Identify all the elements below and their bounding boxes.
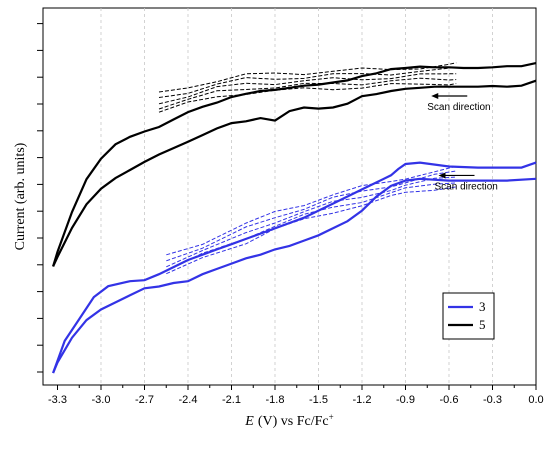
x-axis-title-sup: + (329, 412, 334, 422)
x-tick-label: -3.0 (92, 394, 111, 406)
x-tick-label: -1.2 (353, 394, 372, 406)
series-line-5 (52, 79, 537, 267)
x-tick-label: -1.8 (266, 394, 285, 406)
y-ticks (37, 23, 43, 373)
series-line-3-dashed (166, 170, 457, 262)
legend-label-5: 5 (479, 317, 486, 332)
series-line-3-dashed (166, 176, 457, 268)
series-line-5 (52, 62, 537, 267)
x-tick-label: -0.9 (396, 394, 415, 406)
series-line-5-dashed (158, 62, 457, 93)
series-line-5-dashed (158, 67, 457, 98)
x-ticks: -3.3 -3.0 -2.7 -2.4 -2.1 -1.8 -1.5 -1.2 -0.9 -0.6… (48, 385, 544, 406)
x-tick-label: -2.7 (135, 394, 154, 406)
scan-direction-arrow-head (431, 93, 439, 100)
x-axis-title: E (V) vs Fc/Fc+ (244, 412, 333, 429)
x-axis-title-main: (V) vs Fc/Fc (258, 414, 329, 429)
x-tick-label: -0.6 (440, 394, 459, 406)
x-tick-label: -2.4 (179, 394, 198, 406)
series-line-3-dashed (166, 186, 457, 275)
grid-lines (100, 8, 493, 385)
series-line-5-dashed (158, 77, 457, 110)
x-tick-label: 0.0 (528, 394, 543, 406)
legend: 35 (442, 292, 495, 340)
plot-frame (42, 7, 537, 386)
x-tick-label: -3.3 (48, 394, 67, 406)
x-axis-title-italic: E (244, 414, 254, 429)
y-axis-title: Current (arb. units) (13, 142, 28, 250)
scan-direction-label: Scan direction (427, 102, 490, 113)
legend-label-3: 3 (479, 299, 486, 314)
series-line-3-dashed (166, 165, 457, 256)
legend-box (442, 292, 495, 340)
series-line-3-dashed (166, 182, 457, 272)
series-layer (52, 62, 537, 374)
series-line-3 (52, 161, 537, 374)
annotations: Scan direction Scan direction (427, 93, 498, 192)
scan-direction-label: Scan direction (435, 181, 498, 192)
x-tick-label: -2.1 (222, 394, 241, 406)
scan-direction-arrow-head (438, 172, 446, 179)
series-line-5-dashed (158, 73, 457, 105)
series-line-5-dashed (158, 83, 457, 113)
series-line-3 (52, 177, 537, 374)
x-tick-label: -1.5 (309, 394, 328, 406)
x-tick-label: -0.3 (483, 394, 502, 406)
